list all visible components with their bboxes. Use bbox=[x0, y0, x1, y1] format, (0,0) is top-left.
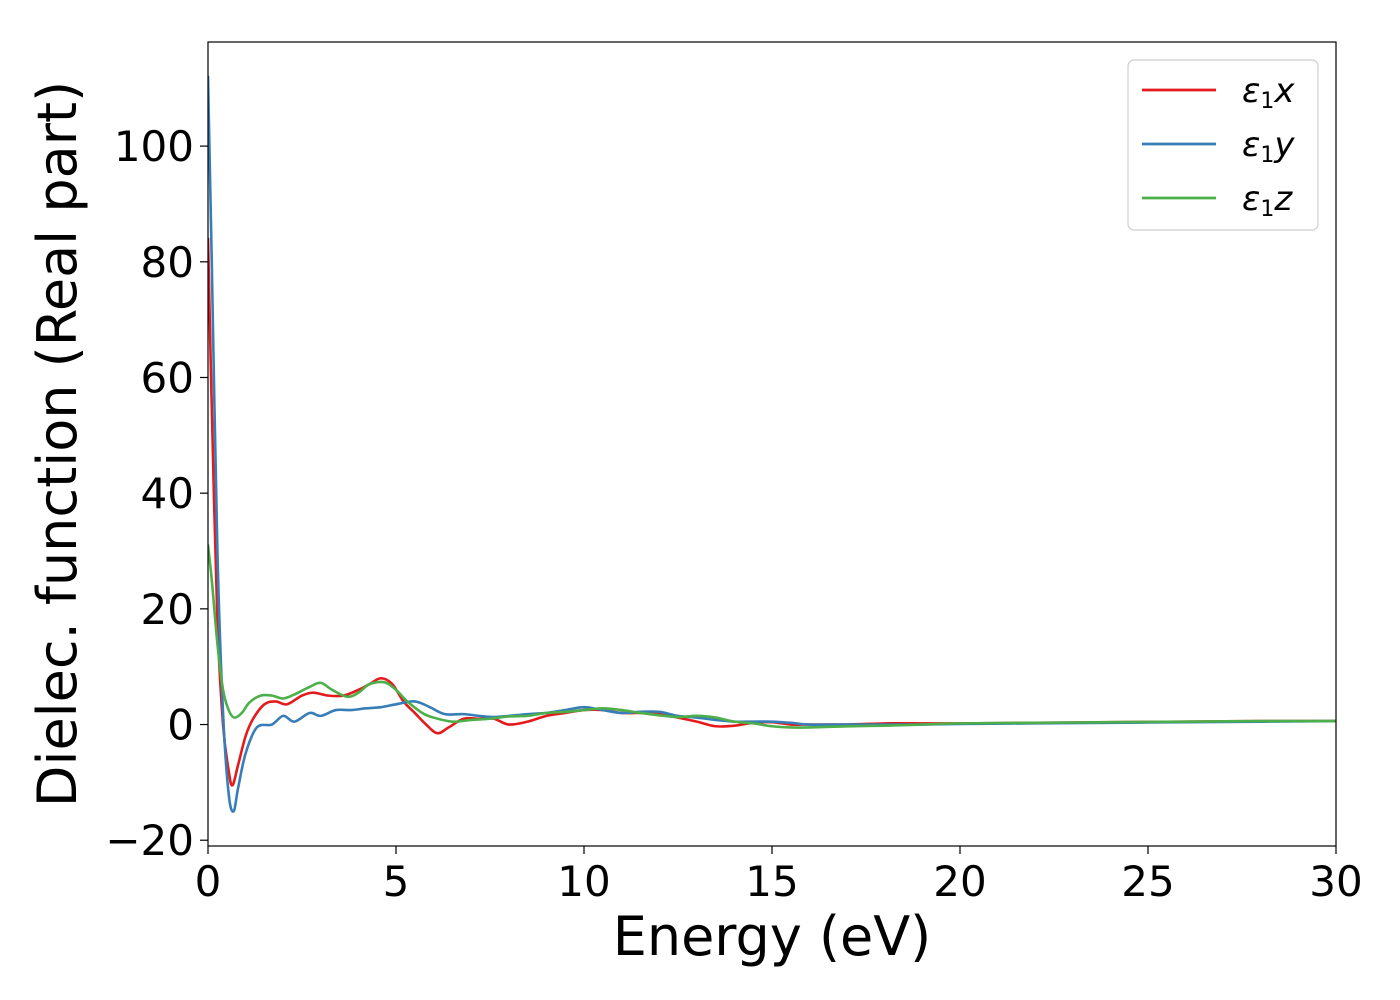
y-tick-label: 100 bbox=[114, 122, 194, 171]
y-axis-ticks: −20 0 20 40 60 80 100 bbox=[105, 122, 208, 865]
x-tick-label: 30 bbox=[1309, 857, 1362, 906]
y-tick-label: 0 bbox=[167, 701, 194, 750]
y-tick-label: 60 bbox=[141, 353, 194, 402]
y-tick-label: 40 bbox=[141, 469, 194, 518]
x-axis-title: Energy (eV) bbox=[613, 905, 932, 968]
y-axis-title: Dielec. function (Real part) bbox=[26, 81, 89, 807]
y-tick-label: 80 bbox=[141, 238, 194, 287]
x-tick-label: 5 bbox=[383, 857, 410, 906]
x-tick-label: 0 bbox=[195, 857, 222, 906]
legend-label-y: ε1y bbox=[1242, 125, 1295, 168]
series-line-z bbox=[208, 543, 1336, 729]
y-tick-label: −20 bbox=[105, 816, 194, 865]
x-tick-label: 15 bbox=[745, 857, 798, 906]
legend: ε1x ε1y ε1z bbox=[1127, 59, 1319, 231]
series-line-y bbox=[208, 75, 1336, 813]
x-axis-ticks: 0 5 10 15 20 25 30 bbox=[195, 846, 1363, 906]
legend-box bbox=[1127, 59, 1319, 231]
legend-label-z: ε1z bbox=[1242, 179, 1293, 222]
x-tick-label: 20 bbox=[933, 857, 986, 906]
y-tick-label: 20 bbox=[141, 585, 194, 634]
x-tick-label: 10 bbox=[557, 857, 610, 906]
legend-label-x: ε1x bbox=[1242, 71, 1295, 114]
series-layer bbox=[208, 75, 1336, 813]
x-tick-label: 25 bbox=[1121, 857, 1174, 906]
